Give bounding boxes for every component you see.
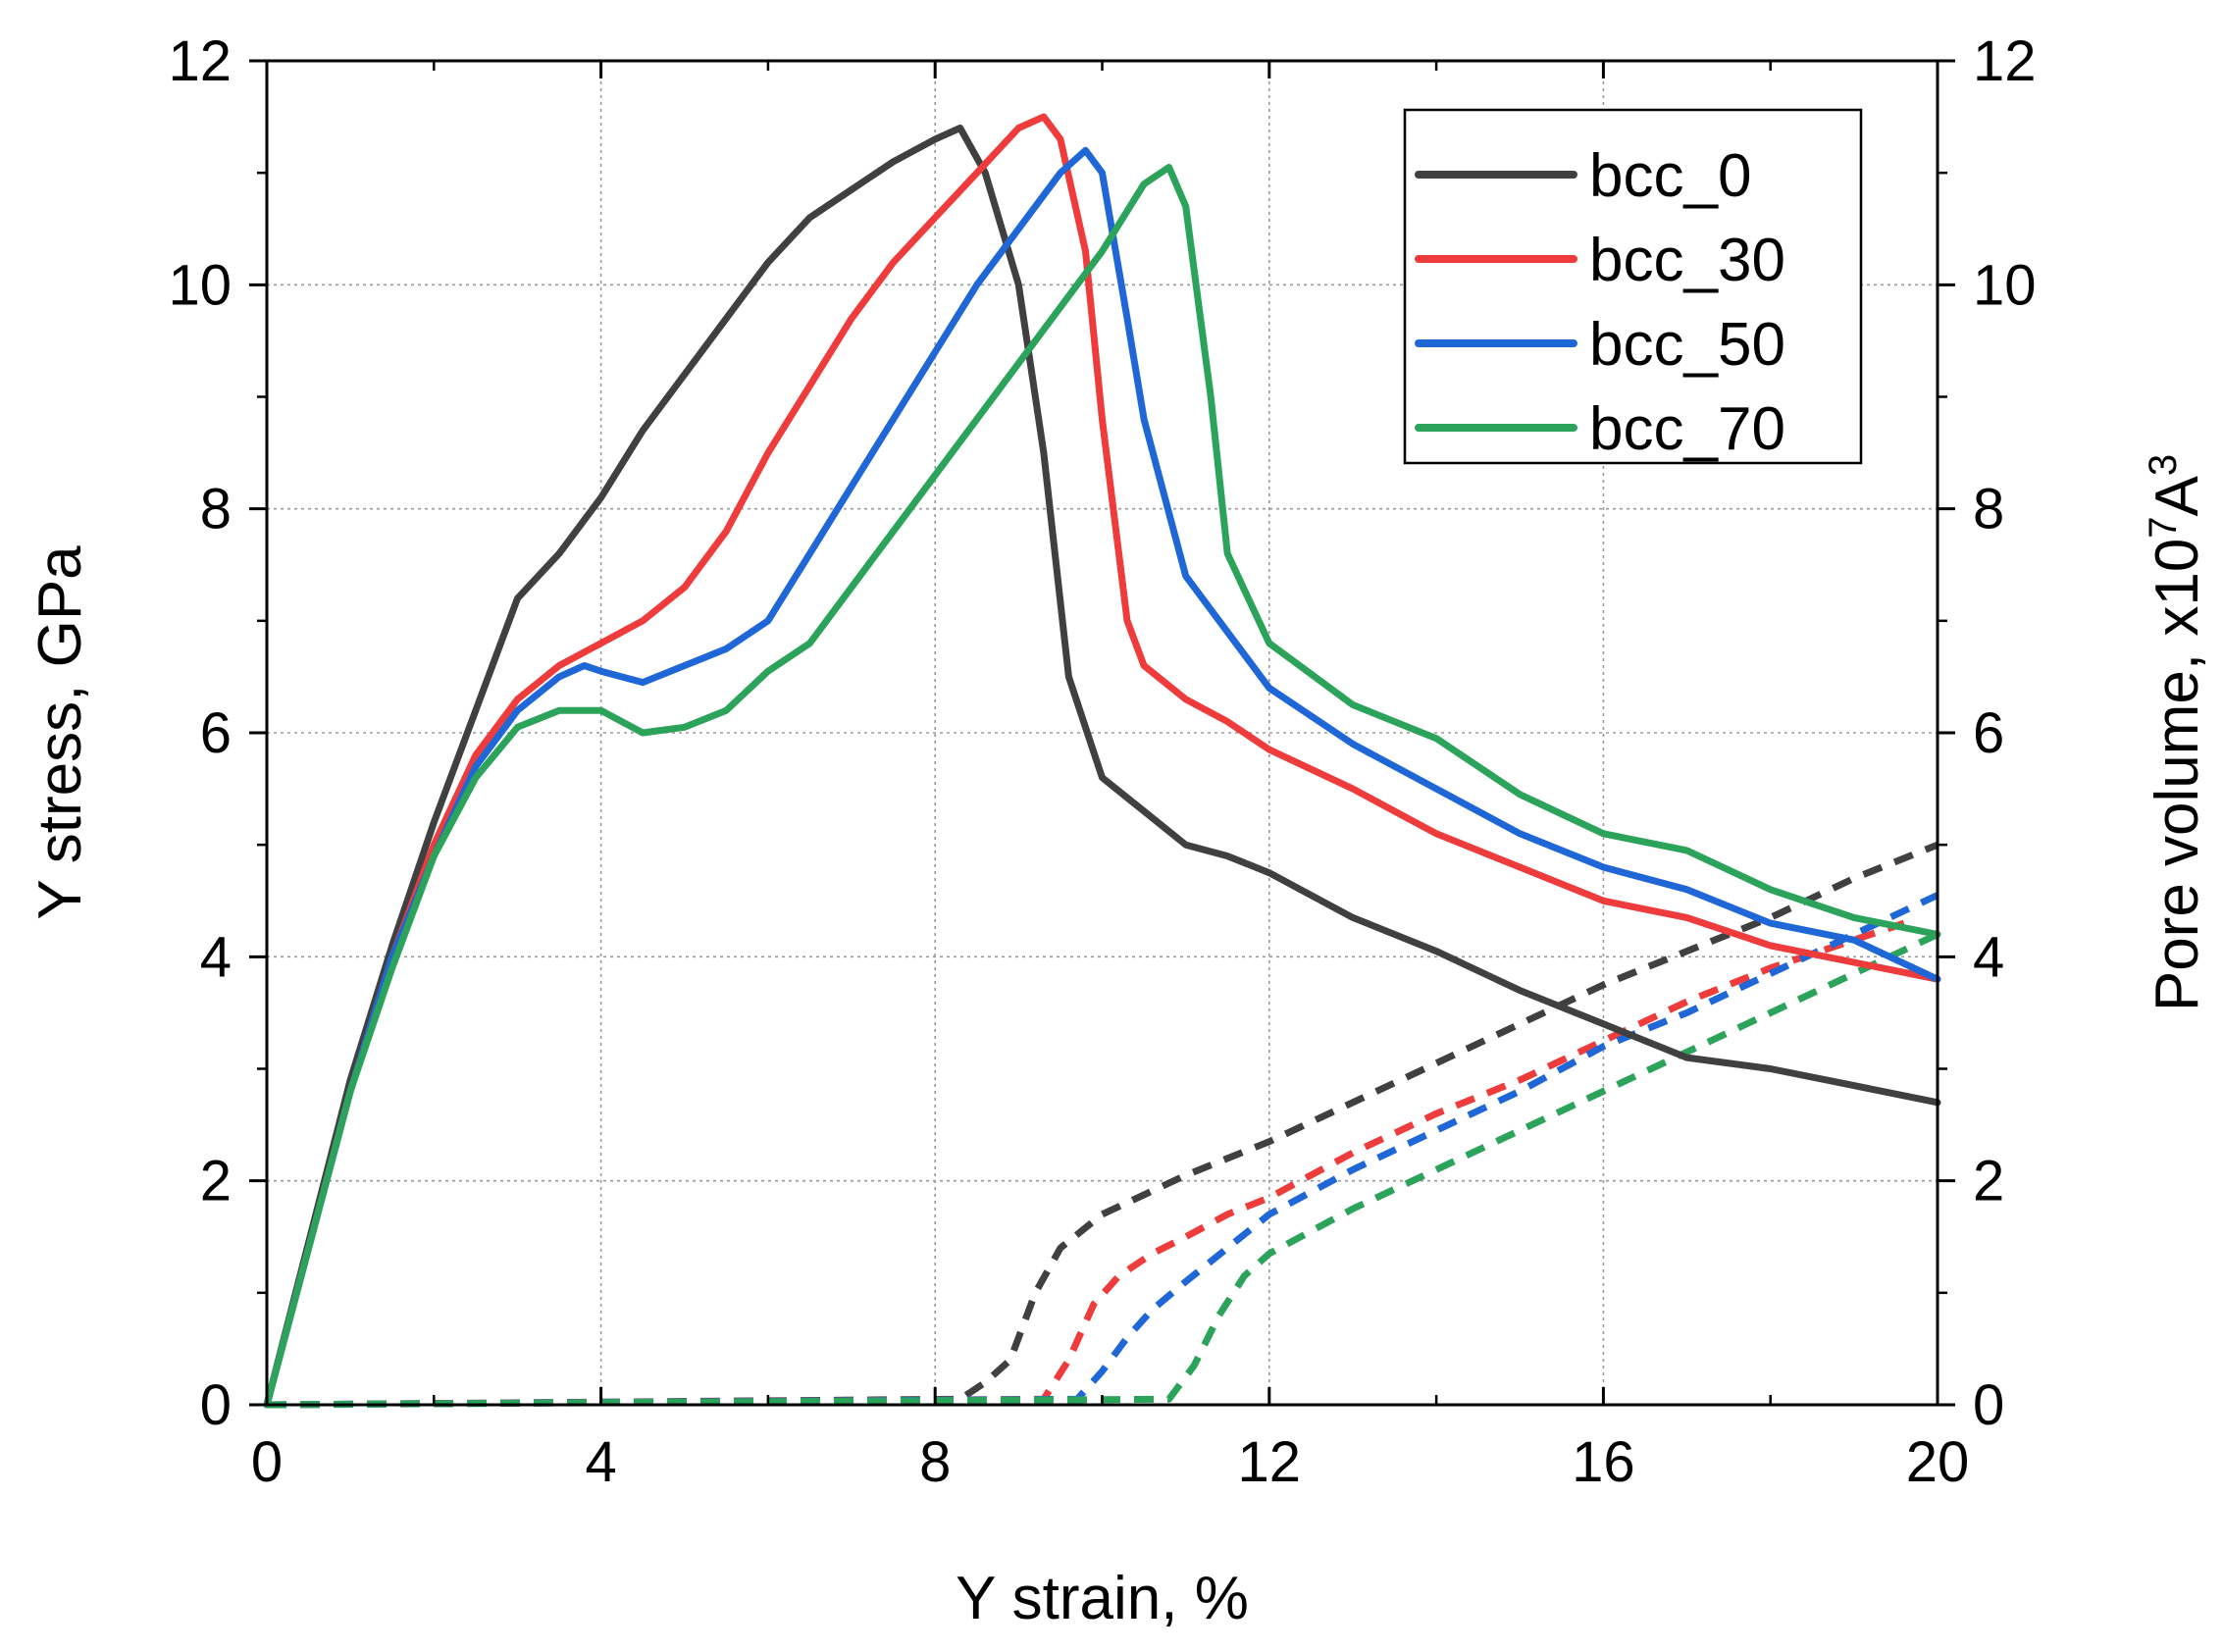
y2-tick-label: 4 bbox=[1973, 925, 2004, 989]
x-tick-label: 12 bbox=[1238, 1430, 1302, 1494]
legend-label-bcc-0: bcc_0 bbox=[1589, 142, 1751, 210]
legend-items: bcc_0 bcc_30 bcc_50 bcc_70 bbox=[1415, 142, 1785, 463]
y-tick-label: 0 bbox=[200, 1373, 232, 1437]
stress-line-bcc-0 bbox=[263, 125, 1941, 1409]
legend-label-bcc-50: bcc_50 bbox=[1589, 311, 1785, 379]
y2-tick-label: 6 bbox=[1973, 701, 2004, 765]
x-tick-label: 16 bbox=[1572, 1430, 1635, 1494]
y-tick-label: 2 bbox=[200, 1150, 232, 1213]
x-tick-label: 8 bbox=[919, 1430, 951, 1494]
pore-line-bcc-30 bbox=[266, 919, 1906, 1409]
x-axis-title: Y strain, % bbox=[956, 1565, 1249, 1632]
y2-axis-title-sup2: 3 bbox=[2142, 454, 2185, 476]
y2-tick-label: 8 bbox=[1973, 478, 2004, 542]
y2-tick-label: 12 bbox=[1973, 29, 2037, 93]
plot-series bbox=[263, 113, 1941, 1409]
pore-line-bcc-70 bbox=[266, 931, 1939, 1409]
y2-axis-title-sup1: 7 bbox=[2142, 516, 2185, 538]
pore-line-bcc-50 bbox=[266, 892, 1939, 1409]
legend-label-bcc-30: bcc_30 bbox=[1589, 227, 1785, 294]
x-tick-label: 20 bbox=[1906, 1430, 1970, 1494]
x-tick-label: 4 bbox=[585, 1430, 616, 1494]
axis-ticks bbox=[249, 59, 1955, 1407]
stress-line-bcc-30 bbox=[263, 113, 1941, 1409]
pore-line-bcc-0 bbox=[266, 841, 1939, 1409]
y-tick-label: 12 bbox=[168, 29, 232, 93]
y-tick-label: 8 bbox=[200, 478, 232, 542]
y2-tick-label: 10 bbox=[1973, 253, 2037, 317]
legend-box bbox=[1403, 108, 1863, 465]
legend: bcc_0 bcc_30 bcc_50 bcc_70 bbox=[1403, 108, 1863, 465]
stress-line-bcc-50 bbox=[263, 146, 1941, 1409]
y2-axis-title-text: Pore volume, x10 bbox=[2144, 539, 2211, 1011]
grid bbox=[267, 61, 1938, 1405]
y-tick-label: 6 bbox=[200, 701, 232, 765]
y-axis-title: Y stress, GPa bbox=[26, 545, 94, 920]
y2-tick-label: 2 bbox=[1973, 1150, 2004, 1213]
y2-tick-label: 0 bbox=[1973, 1373, 2004, 1437]
y2-axis-title-mid: A bbox=[2144, 475, 2211, 516]
stress-line-bcc-70 bbox=[263, 164, 1941, 1409]
x-tick-label: 0 bbox=[251, 1430, 283, 1494]
legend-label-bcc-70: bcc_70 bbox=[1589, 395, 1785, 463]
y-tick-label: 4 bbox=[200, 925, 232, 989]
y2-axis-title: Pore volume, x107A3 bbox=[2142, 454, 2211, 1011]
y-tick-label: 10 bbox=[168, 253, 232, 317]
